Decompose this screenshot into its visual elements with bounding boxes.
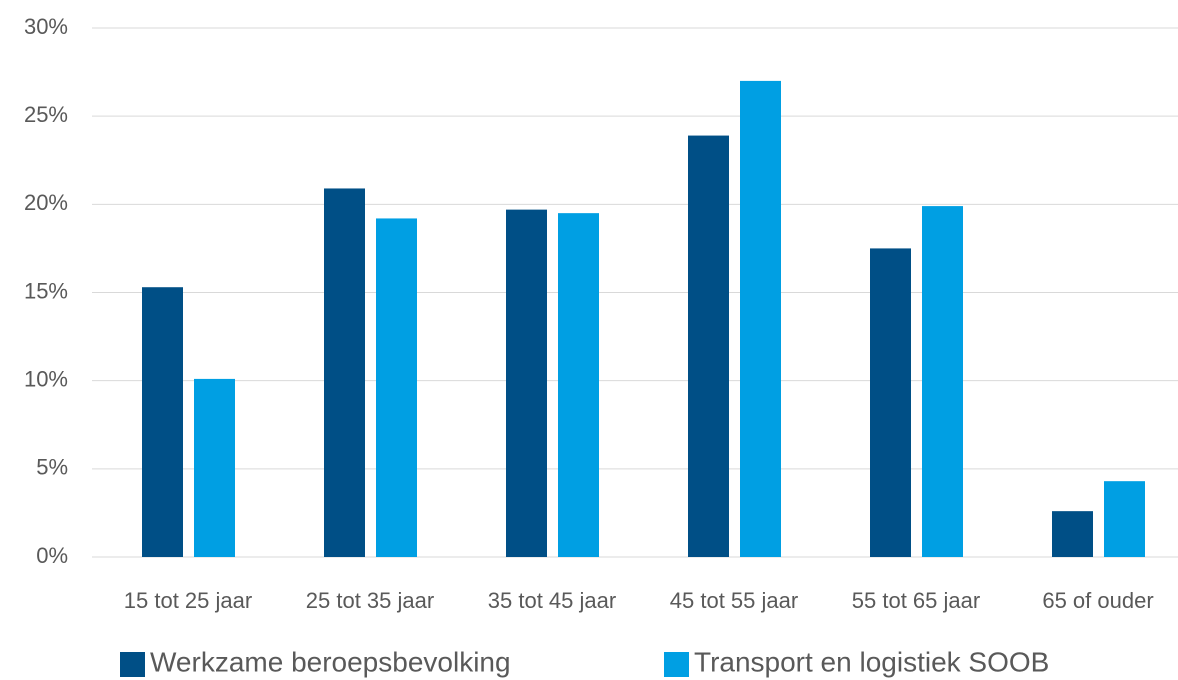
x-tick-label: 25 tot 35 jaar xyxy=(306,588,434,613)
x-tick-label: 15 tot 25 jaar xyxy=(124,588,252,613)
y-tick-label: 30% xyxy=(24,14,68,39)
legend-swatch xyxy=(120,652,145,677)
y-tick-label: 0% xyxy=(36,543,68,568)
bar xyxy=(740,80,781,558)
bar xyxy=(688,135,729,557)
legend-label: Transport en logistiek SOOB xyxy=(694,646,1049,677)
bar xyxy=(506,209,547,557)
legend-swatch xyxy=(664,652,689,677)
bar xyxy=(324,188,365,558)
bar xyxy=(376,218,417,557)
bar xyxy=(1104,481,1145,557)
y-tick-label: 20% xyxy=(24,190,68,215)
bar xyxy=(1052,511,1093,557)
bar xyxy=(142,287,183,557)
x-tick-label: 65 of ouder xyxy=(1042,588,1153,613)
y-tick-label: 10% xyxy=(24,366,68,391)
x-tick-label: 35 tot 45 jaar xyxy=(488,588,616,613)
bar xyxy=(870,248,911,557)
x-tick-label: 55 tot 65 jaar xyxy=(852,588,980,613)
legend-label: Werkzame beroepsbevolking xyxy=(150,646,511,677)
y-tick-label: 25% xyxy=(24,102,68,127)
bar xyxy=(558,213,599,557)
x-tick-label: 45 tot 55 jaar xyxy=(670,588,798,613)
bar xyxy=(194,378,235,557)
bar xyxy=(922,206,963,557)
y-tick-label: 5% xyxy=(36,455,68,480)
y-tick-label: 15% xyxy=(24,278,68,303)
